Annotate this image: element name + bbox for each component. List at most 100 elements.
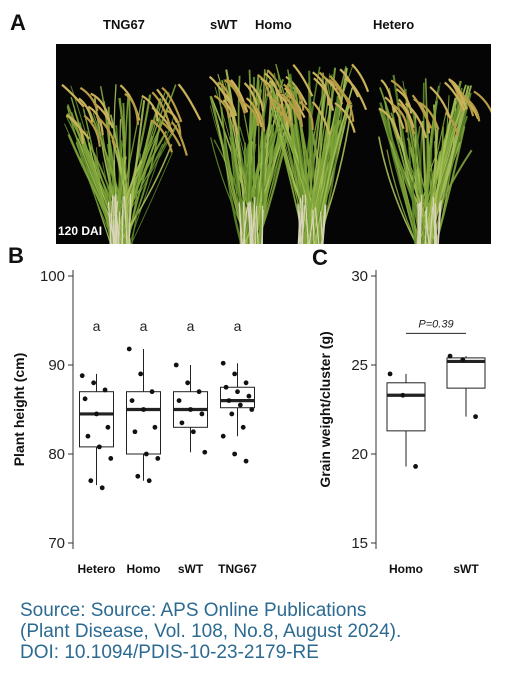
panicle [280,93,301,121]
stem [238,204,242,244]
stem [429,206,434,244]
data-point [447,353,453,359]
data-point [176,398,182,403]
data-point [143,451,149,457]
plant-hetero [378,74,491,244]
data-point [400,392,406,398]
data-point [94,411,99,417]
stem [432,197,436,244]
data-point [108,456,114,461]
rice-plants-photo: 120 DAI [56,44,491,244]
y-tick-label: 20 [351,446,368,463]
data-point [132,429,138,435]
panicle [285,75,308,106]
panicle [344,77,368,111]
data-point [240,424,246,430]
panicle [150,119,174,153]
stem [312,210,315,244]
grain-weight-chart: C 15 20 25 30 Grain weight/cluster (g) Homo sWT… [312,245,486,576]
leaf [130,152,173,244]
x-tick-label: sWT [453,562,479,576]
leaf [384,101,419,244]
data-point [88,478,94,484]
panicle [208,75,233,107]
stem [247,202,252,244]
leaf [270,108,306,244]
panicle [177,83,202,121]
panicle [397,102,415,135]
stem [250,213,254,244]
data-point [173,362,179,368]
data-point [196,389,202,395]
plant-tng67 [61,83,202,244]
box-iqr [386,382,426,432]
leaf [378,136,417,244]
panicle [151,91,171,127]
leaf [386,149,418,244]
panicle [243,82,258,106]
panicle [161,86,183,123]
data-point [152,424,158,430]
panicle [411,94,433,129]
data-point [220,433,226,439]
stem [297,203,302,244]
plant-label-homo: Homo [255,17,292,32]
panicle [141,94,159,122]
panicle [67,114,90,140]
stem [301,204,306,244]
leaf [117,97,162,244]
panicle [384,96,405,130]
stem [424,206,428,244]
panicle [444,111,460,137]
stem [308,213,314,244]
data-point [185,380,191,386]
leaf [223,137,243,244]
data-point [237,402,243,408]
significance-letter: a [234,318,242,334]
panicle [266,69,283,94]
panicle [78,97,94,123]
stem [418,205,422,244]
panicle [335,86,355,122]
panicle [351,63,370,93]
stem [115,205,120,244]
data-point [220,360,226,366]
plant-label-swt: sWT [210,17,238,32]
box-swt [173,362,208,455]
data-point [85,433,91,439]
source-line-2: (Plant Disease, Vol. 108, No.8, August 2… [20,621,402,642]
x-tick-label: Homo [389,562,423,576]
data-point [387,371,393,377]
panicle [222,99,239,136]
data-point [460,357,466,363]
stem [321,204,326,244]
stem [419,194,423,244]
leaf [82,108,113,244]
leaf [246,98,256,244]
panicle [292,63,314,97]
stem [314,207,320,244]
stem [123,196,128,244]
data-point [155,456,161,461]
panicle [249,83,265,112]
leaf [314,86,354,244]
y-axis-label: Plant height (cm) [11,353,27,467]
panicle [170,121,188,156]
data-point [135,473,141,479]
panicle [429,86,452,120]
significance-letter: a [140,318,148,334]
stem [249,204,253,244]
data-point [82,396,88,402]
plant-label-hetero: Hetero [373,17,415,32]
significance-letter: a [187,318,195,334]
panicle [124,92,140,125]
y-tick-label: 30 [351,268,368,285]
panicle [378,107,400,139]
x-tick-label: sWT [178,562,204,576]
panicle [444,81,466,112]
panicle [395,88,413,114]
panel-c-letter: C [312,245,328,270]
panicle [251,103,266,132]
box-hetero [79,373,114,491]
y-tick-label: 80 [48,446,65,463]
